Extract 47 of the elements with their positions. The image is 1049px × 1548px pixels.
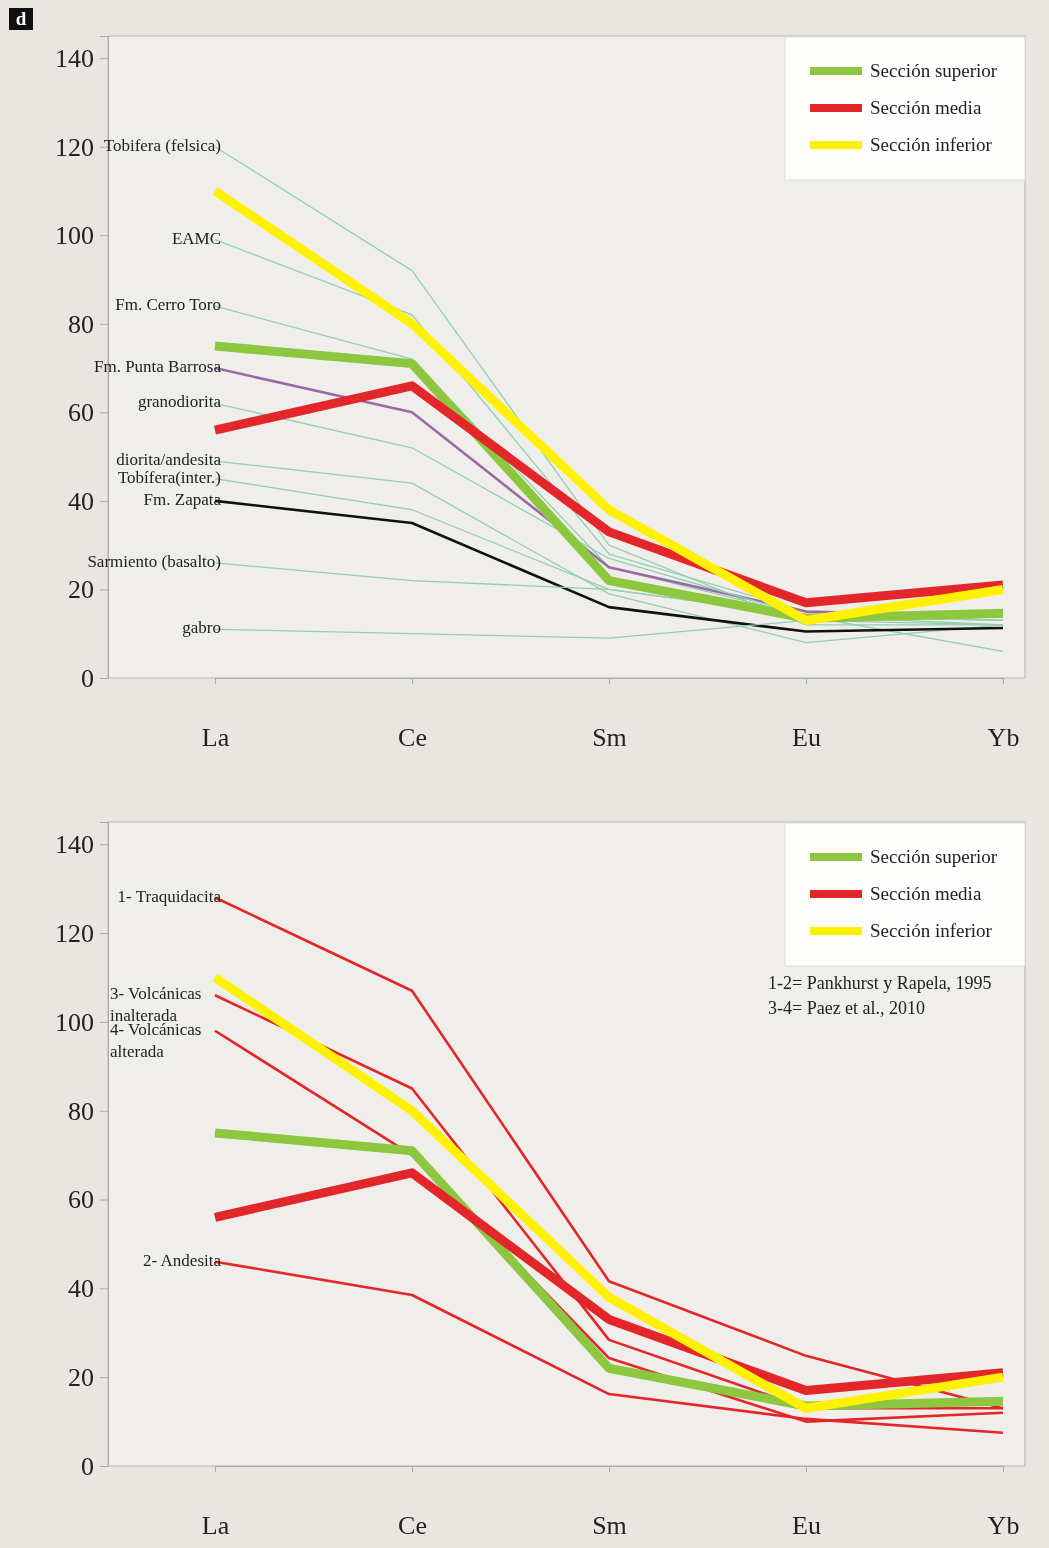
series-label: 1- Traquidacita [117,886,222,906]
y-tick-label: 120 [55,132,94,162]
annotation: 3-4= Paez et al., 2010 [768,998,926,1018]
y-tick-label: 80 [68,1096,94,1126]
y-tick-label: 0 [81,1451,94,1481]
x-tick-label: La [201,723,230,753]
y-tick-label: 80 [68,309,94,339]
y-tick-label: 40 [68,1274,94,1304]
y-tick-label: 0 [81,663,94,693]
series-label: Tobífera(inter.) [117,467,221,487]
series-label: Fm. Zapata [143,489,222,509]
series-label: 2- Andesita [143,1250,222,1270]
legend-label: Sección inferior [870,134,993,155]
y-tick-label: 40 [68,486,94,516]
series-label: Fm. Cerro Toro [115,295,221,315]
y-tick-label: 140 [55,43,94,73]
series-label: diorita/andesita [116,450,222,470]
series-label: granodiorita [137,392,222,412]
x-tick-label: La [201,1511,230,1541]
x-tick-label: Sm [592,723,627,753]
legend-label: Sección media [870,883,982,904]
y-tick-label: 60 [68,1185,94,1215]
series-label: Tobifera (felsica) [103,135,221,155]
series-label: gabro [182,618,221,638]
y-tick-label: 20 [68,1362,94,1392]
legend-label: Sección superior [870,60,998,81]
annotation: 1-2= Pankhurst y Rapela, 1995 [768,973,992,993]
legend-label: Sección media [870,97,982,118]
text: d [15,8,27,29]
y-tick-label: 140 [55,830,94,860]
x-tick-label: Eu [792,723,821,753]
legend-label: Sección inferior [870,920,993,941]
y-tick-label: 20 [68,575,94,605]
y-tick-label: 100 [55,221,94,251]
y-tick-label: 120 [55,918,94,948]
x-tick-label: Yb [987,723,1020,753]
y-tick-label: 100 [55,1007,94,1037]
x-tick-label: Sm [592,1511,627,1541]
x-tick-label: Yb [987,1511,1020,1541]
x-tick-label: Ce [398,1511,427,1541]
x-tick-label: Ce [398,723,427,753]
series-label: Fm. Punta Barrosa [93,357,222,377]
series-label: Sarmiento (basalto) [87,551,221,571]
x-tick-label: Eu [792,1511,821,1541]
legend-label: Sección superior [870,846,998,867]
y-tick-label: 60 [68,398,94,428]
series-label: EAMC [171,228,221,248]
